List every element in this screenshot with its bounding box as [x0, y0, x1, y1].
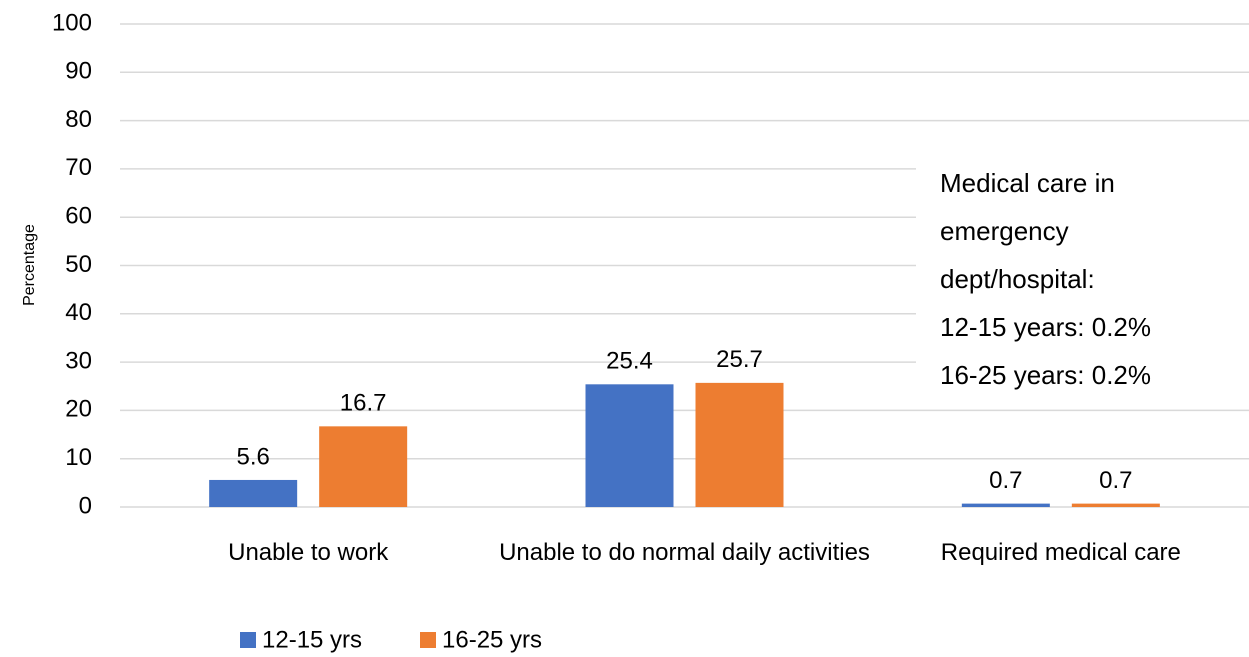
y-tick-label: 90	[65, 58, 92, 85]
x-tick-label: Required medical care	[940, 539, 1181, 566]
y-tick-label: 0	[79, 492, 92, 519]
data-label: 0.7	[989, 467, 1022, 494]
legend-label: 12-15 yrs	[262, 626, 362, 653]
y-axis-label: Percentage	[21, 224, 38, 306]
y-tick-label: 20	[65, 396, 92, 423]
y-tick-label: 10	[65, 444, 92, 471]
x-tick-label: Unable to work	[228, 539, 389, 566]
data-label: 25.4	[606, 348, 653, 375]
data-label: 0.7	[1099, 467, 1132, 494]
bar	[961, 503, 1050, 507]
annotation: Medical care in	[940, 168, 1115, 198]
y-tick-label: 30	[65, 347, 92, 374]
annotation: 12-15 years: 0.2%	[940, 312, 1151, 342]
annotation: dept/hospital:	[940, 264, 1095, 294]
legend-swatch	[420, 632, 436, 648]
annotation: 16-25 years: 0.2%	[940, 360, 1151, 390]
y-tick-label: 70	[65, 154, 92, 181]
legend-label: 16-25 yrs	[442, 626, 542, 653]
bar	[695, 382, 784, 507]
annotation: emergency	[940, 216, 1069, 246]
bar	[319, 426, 408, 507]
y-tick-label: 100	[52, 9, 92, 36]
annotation-bg	[916, 155, 1249, 380]
x-tick-label: Unable to do normal daily activities	[499, 539, 870, 566]
data-label: 16.7	[340, 390, 387, 417]
bar	[1071, 503, 1160, 507]
y-tick-label: 60	[65, 203, 92, 230]
y-tick-label: 80	[65, 106, 92, 133]
data-label: 5.6	[236, 443, 269, 470]
y-tick-label: 40	[65, 299, 92, 326]
legend-swatch	[240, 632, 256, 648]
bar	[585, 384, 674, 507]
y-tick-label: 50	[65, 251, 92, 278]
bar	[209, 479, 298, 507]
data-label: 25.7	[716, 346, 763, 373]
